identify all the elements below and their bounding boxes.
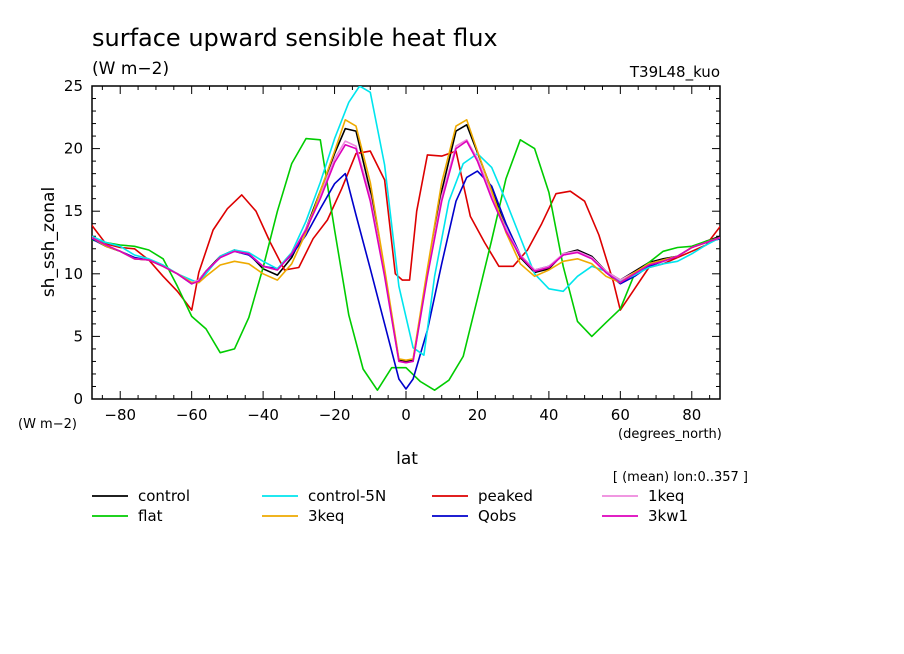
x-tick-label: 40 bbox=[539, 406, 558, 424]
series-line-3keq bbox=[92, 119, 720, 362]
y-axis-units: (W m−2) bbox=[18, 417, 77, 432]
x-tick-label: 60 bbox=[611, 406, 630, 424]
mean-note: [ (mean) lon:0..357 ] bbox=[613, 470, 748, 485]
series-line-control-5n bbox=[92, 86, 720, 357]
x-tick-label: −60 bbox=[176, 406, 208, 424]
x-tick-label: −20 bbox=[319, 406, 351, 424]
chart-units: (W m−2) bbox=[92, 59, 169, 79]
y-tick-label: 15 bbox=[64, 202, 83, 220]
x-tick-label: 0 bbox=[401, 406, 411, 424]
legend-label-qobs: Qobs bbox=[478, 507, 517, 525]
legend-label-peaked: peaked bbox=[478, 487, 533, 505]
x-tick-label: −40 bbox=[247, 406, 279, 424]
legend-label-1keq: 1keq bbox=[648, 487, 684, 505]
legend-label-control: control bbox=[138, 487, 190, 505]
series-line-control bbox=[92, 124, 720, 363]
x-tick-label: −80 bbox=[104, 406, 136, 424]
series-line-peaked bbox=[92, 150, 720, 311]
series-group bbox=[92, 86, 720, 392]
legend-label-flat: flat bbox=[138, 507, 163, 525]
run-label: T39L48_kuo bbox=[629, 63, 720, 82]
legend-label-control-5n: control-5N bbox=[308, 487, 386, 505]
axes: −80 −60 −40 −20 0 20 40 60 80 0 5 10 15 20 25 bbox=[64, 77, 720, 424]
x-axis-label: lat bbox=[396, 449, 418, 469]
y-tick-label: 20 bbox=[64, 140, 83, 158]
y-tick-label: 5 bbox=[73, 327, 83, 345]
x-tick-label: 20 bbox=[468, 406, 487, 424]
x-axis-units: (degrees_north) bbox=[618, 427, 722, 442]
legend-label-3kw1: 3kw1 bbox=[648, 507, 688, 525]
y-tick-label: 10 bbox=[64, 265, 83, 283]
series-line-flat bbox=[92, 137, 720, 392]
plot-frame bbox=[91, 85, 721, 400]
y-tick-label: 25 bbox=[64, 77, 83, 95]
y-axis-label: sh_ssh_zonal bbox=[39, 187, 59, 297]
y-tick-label: 0 bbox=[73, 390, 83, 408]
series-line-1keq bbox=[92, 139, 720, 364]
x-tick-label: 80 bbox=[682, 406, 701, 424]
legend-label-3keq: 3keq bbox=[308, 507, 344, 525]
chart-title: surface upward sensible heat flux bbox=[92, 24, 498, 52]
legend: control flat control-5N 3keq peaked Qobs 1keq 3… bbox=[92, 487, 688, 525]
series-line-3kw1 bbox=[92, 140, 720, 364]
